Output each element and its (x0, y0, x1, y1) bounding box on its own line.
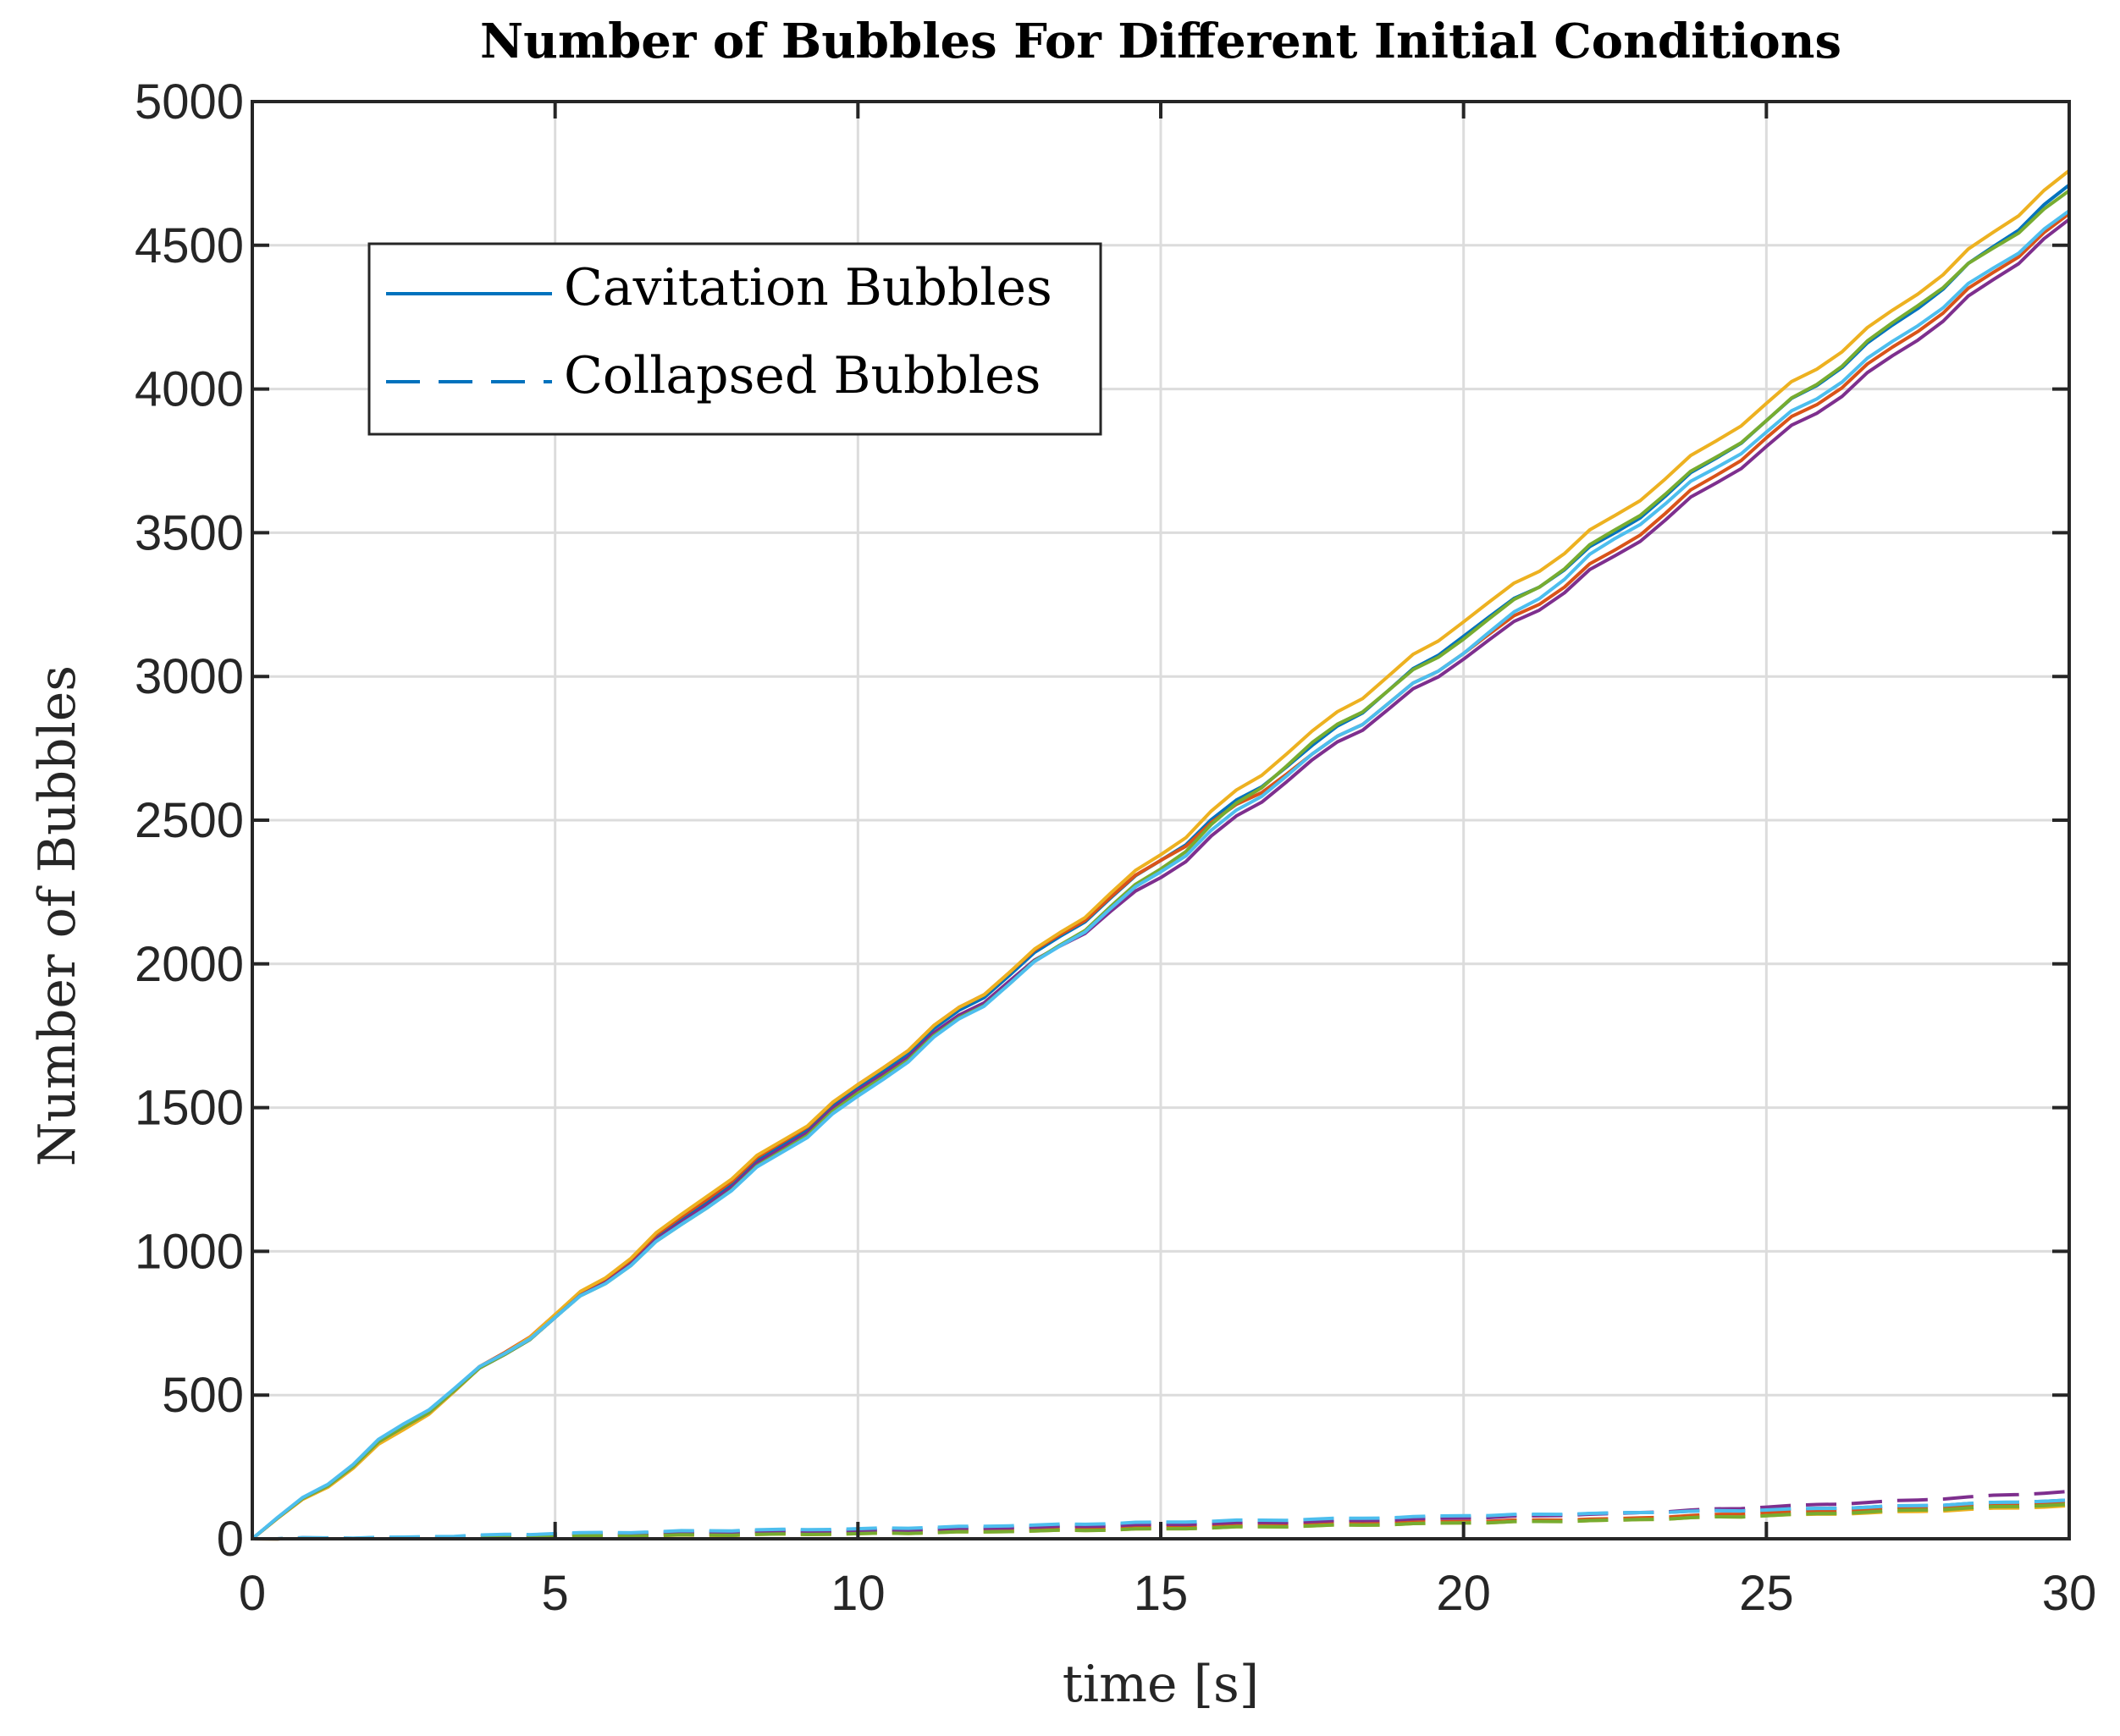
legend-box (367, 242, 1102, 436)
y-tick-label: 500 (162, 1368, 244, 1423)
axis-ticks: 0 5 10 15 20 25 30 0 500 1000 1500 2000 2500 3000 3500… (135, 74, 2096, 1621)
x-tick-label: 0 (239, 1566, 266, 1621)
x-tick-label: 25 (1739, 1566, 1794, 1621)
cavitation-bubbles-series-line (251, 209, 2071, 1540)
grid (252, 102, 2069, 1539)
x-tick-label: 5 (542, 1566, 569, 1621)
x-tick-label: 15 (1134, 1566, 1189, 1621)
y-tick-label: 1000 (135, 1224, 244, 1279)
y-tick-label: 0 (217, 1512, 244, 1567)
y-tick-label: 3500 (135, 505, 244, 560)
x-tick-label: 20 (1436, 1566, 1491, 1621)
chart-title: Number of Bubbles For Different Initial … (480, 14, 1841, 69)
x-axis-label: time [s] (1063, 1655, 1259, 1714)
legend-label-collapsed: Collapsed Bubbles (564, 346, 1041, 405)
y-tick-label: 4000 (135, 362, 244, 417)
x-tick-label: 30 (2042, 1566, 2097, 1621)
y-tick-label: 5000 (135, 74, 244, 130)
y-tick-label: 1500 (135, 1081, 244, 1136)
cavitation-bubbles-series-line (251, 168, 2071, 1540)
legend: Cavitation Bubbles Collapsed Bubbles (367, 242, 1102, 436)
legend-label-cavitation: Cavitation Bubbles (564, 258, 1052, 317)
x-tick-label: 10 (831, 1566, 886, 1621)
y-tick-label: 3000 (135, 649, 244, 704)
y-tick-label: 2000 (135, 937, 244, 992)
y-tick-label: 2500 (135, 793, 244, 848)
y-tick-label: 4500 (135, 218, 244, 273)
y-axis-label: Number of Bubbles (28, 665, 87, 1166)
